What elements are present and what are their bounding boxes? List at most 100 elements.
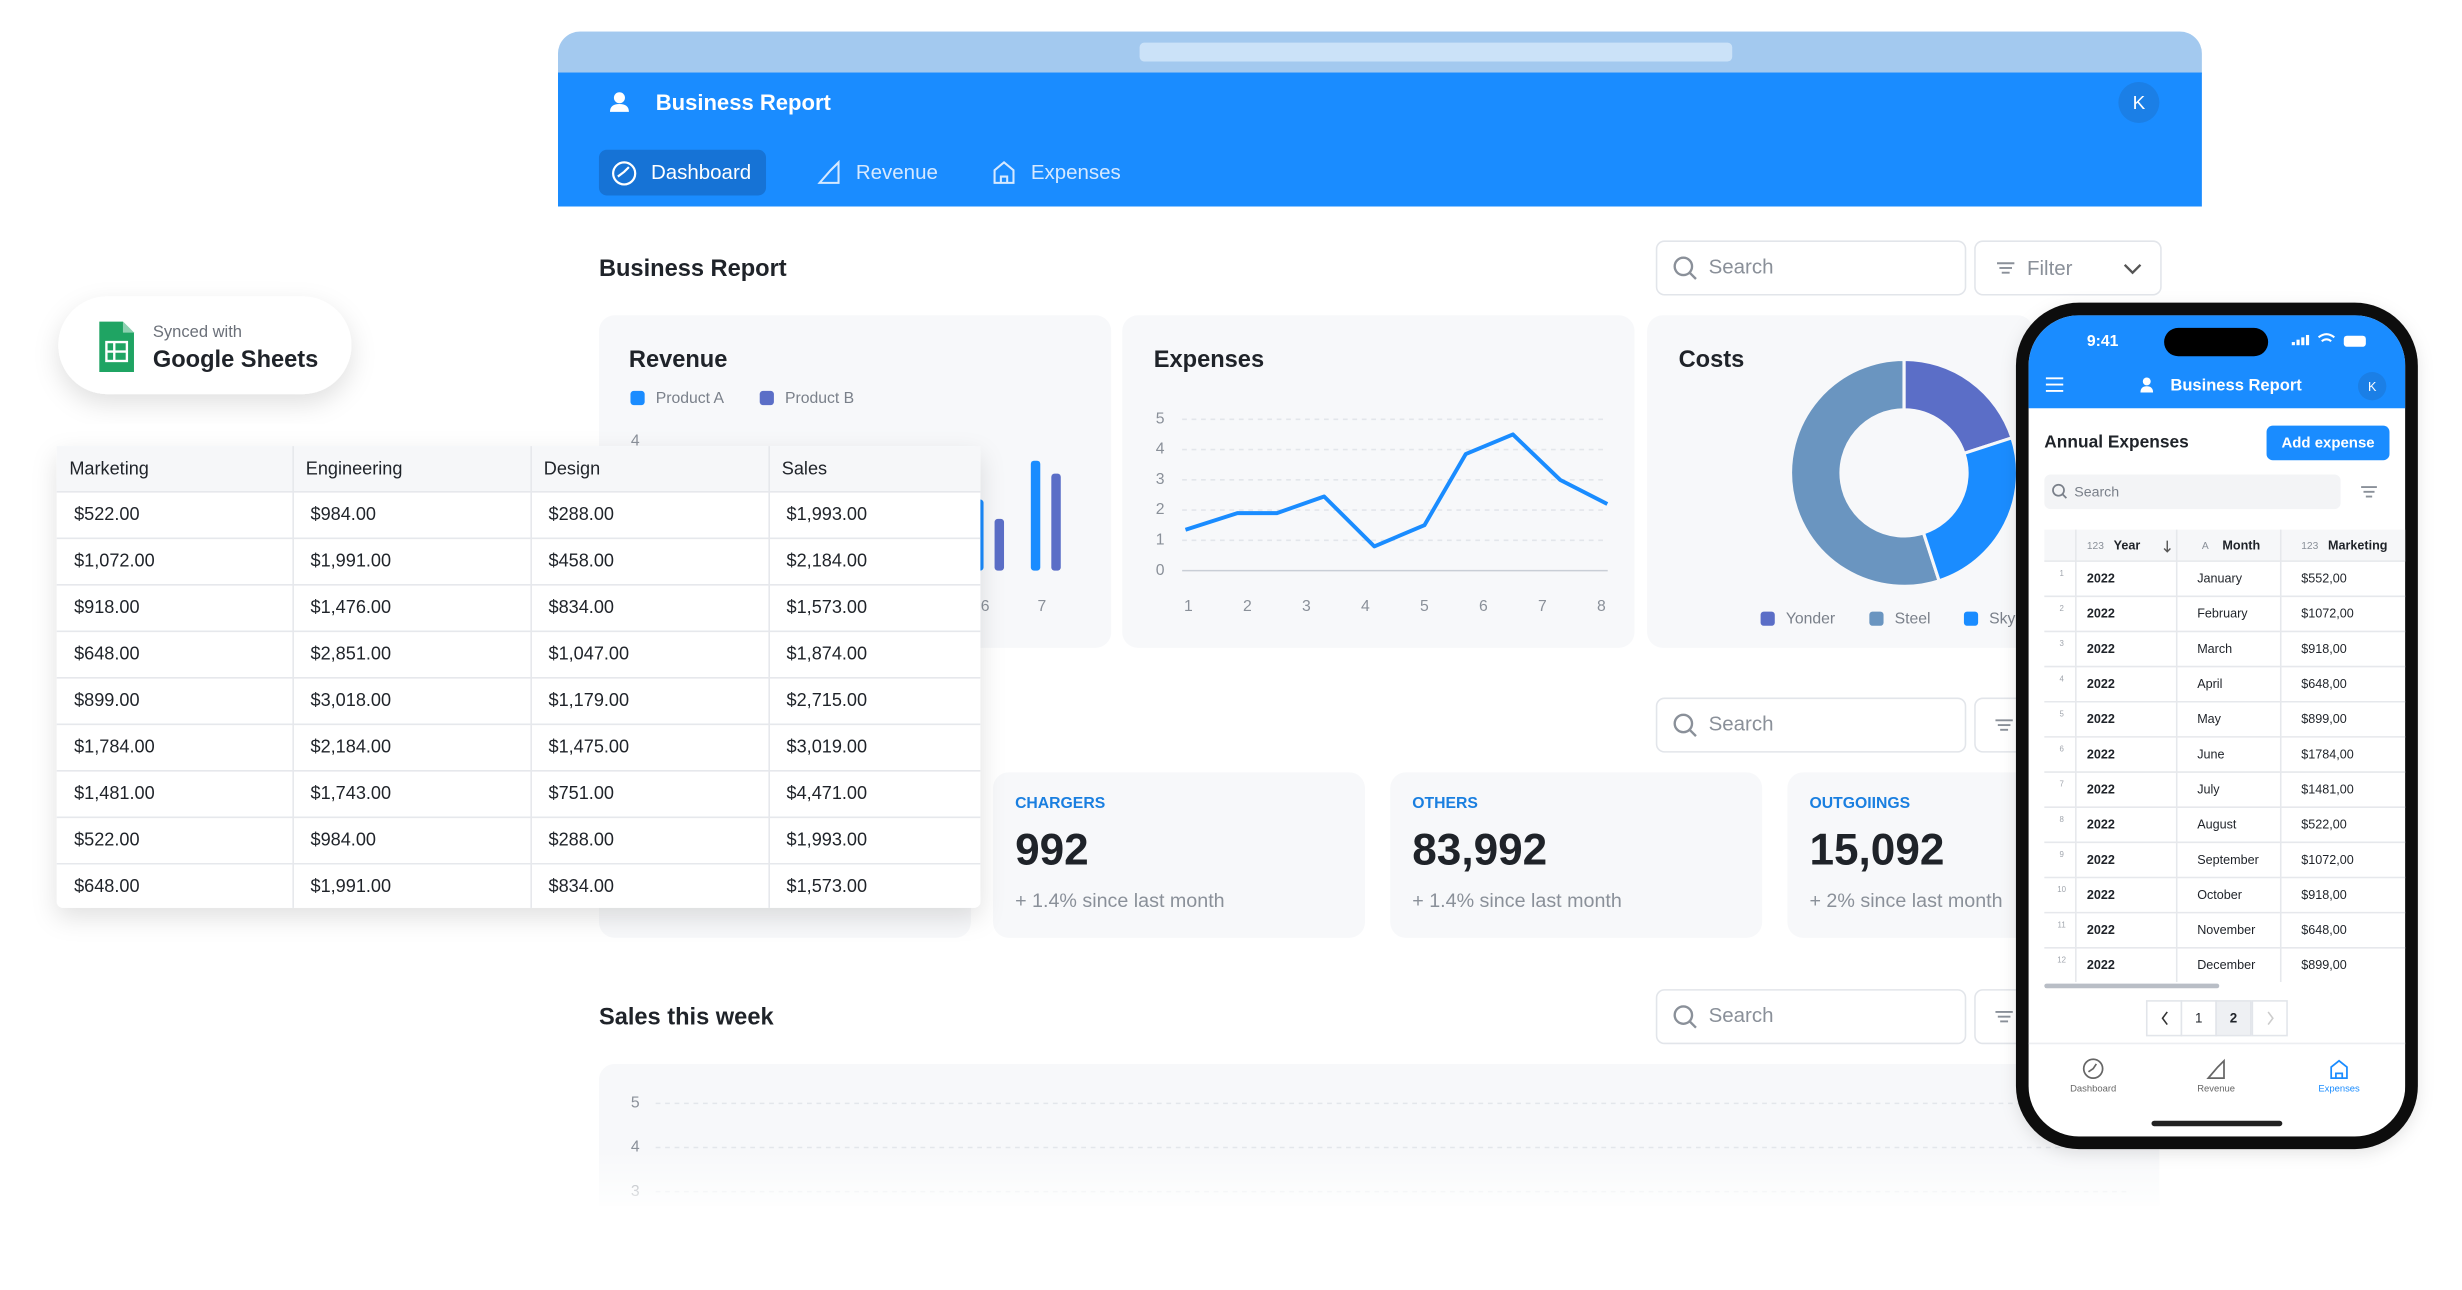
page-button[interactable] (2180, 1000, 2217, 1037)
table-cell: October (2197, 888, 2242, 902)
search-field[interactable] (1655, 240, 1967, 296)
phone-tab[interactable]: Revenue (2197, 1058, 2235, 1095)
table-cell: $1072,00 (2301, 607, 2354, 621)
page-number: 2 (2230, 1011, 2237, 1026)
search-icon (1688, 728, 1697, 737)
table-cell: $751.00 (549, 783, 614, 803)
y-tick-label: 5 (631, 1095, 640, 1112)
stat-label: CHARGERS (1015, 795, 1105, 812)
table-cell: $1,993.00 (787, 830, 868, 850)
phone-search[interactable] (2044, 474, 2341, 510)
table-cell: $2,184.00 (787, 551, 868, 571)
avatar[interactable] (2357, 372, 2387, 401)
nav-tab[interactable]: Expenses (993, 161, 1121, 184)
table-cell: $1481,00 (2301, 782, 2354, 796)
filter-label: Filter (2027, 257, 2073, 280)
page-button[interactable] (2251, 1000, 2288, 1037)
row-number: 4 (2059, 674, 2064, 683)
sync-badge: Synced with Google Sheets (58, 296, 352, 395)
section-title: Sales this week (599, 1004, 775, 1030)
donut-segment (1921, 435, 2020, 583)
window-fade (557, 1150, 2202, 1214)
table-cell: $984.00 (311, 830, 376, 850)
nav-tab[interactable]: Dashboard (598, 149, 767, 196)
table-cell: $522.00 (74, 504, 139, 524)
search-icon (1688, 1020, 1697, 1029)
column-type: A (2202, 541, 2209, 552)
column-header: Month (2222, 539, 2260, 553)
data-table: Marketing Engineering Design Sales $522.00 $9… (56, 446, 981, 908)
search-field[interactable] (1655, 989, 1967, 1045)
phone-table-header (2044, 529, 2406, 562)
signal-icon (2291, 342, 2295, 346)
add-button[interactable] (2266, 425, 2390, 461)
phone-title: Business Report (2170, 376, 2302, 395)
chart-card (1122, 315, 1635, 648)
card-title: Costs (1679, 347, 1745, 373)
search-box[interactable]: Search (1655, 989, 1967, 1045)
row-number: 8 (2059, 815, 2064, 824)
table-cell: $648,00 (2301, 677, 2347, 691)
table-cell: August (2197, 818, 2237, 832)
row-number: 9 (2059, 850, 2063, 859)
table-cell: June (2197, 747, 2224, 761)
search-icon (1673, 256, 1694, 277)
table-cell: $1,874.00 (787, 644, 868, 664)
column-header: Engineering (306, 459, 403, 479)
legend-label: Sky (1989, 611, 2015, 628)
table-cell: $1,993.00 (787, 504, 868, 524)
search-icon (1673, 713, 1694, 734)
search-icon (2052, 483, 2065, 497)
search-field[interactable] (1655, 697, 1967, 753)
row-number: 7 (2059, 780, 2063, 789)
table-cell: $648.00 (74, 876, 139, 896)
table-cell: $1,743.00 (311, 783, 392, 803)
column-header: Sales (782, 459, 827, 479)
tab-icon (2082, 1058, 2104, 1080)
search-box[interactable]: Search (1655, 697, 1967, 753)
table-cell: 2022 (2087, 958, 2115, 972)
user-icon (2140, 386, 2154, 393)
page-button[interactable] (2215, 1000, 2252, 1037)
prev-arrow (2161, 1011, 2168, 1026)
status-time: 9:41 (2087, 333, 2119, 350)
legend-label: Steel (1895, 611, 1931, 628)
dynamic-island (2164, 327, 2269, 357)
user-icon (2142, 377, 2151, 386)
table-cell: $918,00 (2301, 642, 2347, 656)
table-cell: December (2197, 958, 2255, 972)
table-cell: $899,00 (2301, 958, 2347, 972)
nav-tab[interactable]: Revenue (817, 159, 938, 184)
donut-segment (1789, 357, 1942, 588)
column-type: 123 (2301, 541, 2318, 552)
signal-icon (2296, 339, 2300, 346)
filter-field[interactable] (1974, 240, 2162, 296)
wifi-icon (2317, 333, 2335, 343)
row-number: 3 (2059, 639, 2064, 648)
avatar[interactable] (2118, 81, 2160, 123)
table-cell: $552,00 (2301, 572, 2347, 586)
phone-tab[interactable]: Expenses (2318, 1059, 2360, 1095)
table-cell: November (2197, 923, 2255, 937)
table-cell: $458.00 (549, 551, 614, 571)
page-button[interactable] (2145, 1000, 2183, 1037)
row-number: 2 (2059, 604, 2063, 613)
badge-title: Google Sheets (153, 347, 318, 373)
table-cell: $918.00 (74, 597, 139, 617)
avatar-initial: K (2133, 93, 2146, 114)
table-cell: February (2197, 607, 2248, 621)
user-icon (613, 92, 625, 104)
search-box[interactable]: Search (1655, 240, 1967, 296)
tab-icon (612, 161, 637, 186)
table-cell: 2022 (2087, 782, 2115, 796)
filter-dropdown[interactable]: Filter (1974, 240, 2162, 296)
search-placeholder: Search (1709, 255, 1774, 278)
card-title: Revenue (629, 347, 727, 373)
column-header: Marketing (2328, 539, 2387, 553)
phone-tab[interactable]: Dashboard (2070, 1058, 2116, 1095)
table-cell: $522.00 (74, 830, 139, 850)
table-cell: 2022 (2087, 642, 2115, 656)
table-cell: 2022 (2087, 607, 2115, 621)
